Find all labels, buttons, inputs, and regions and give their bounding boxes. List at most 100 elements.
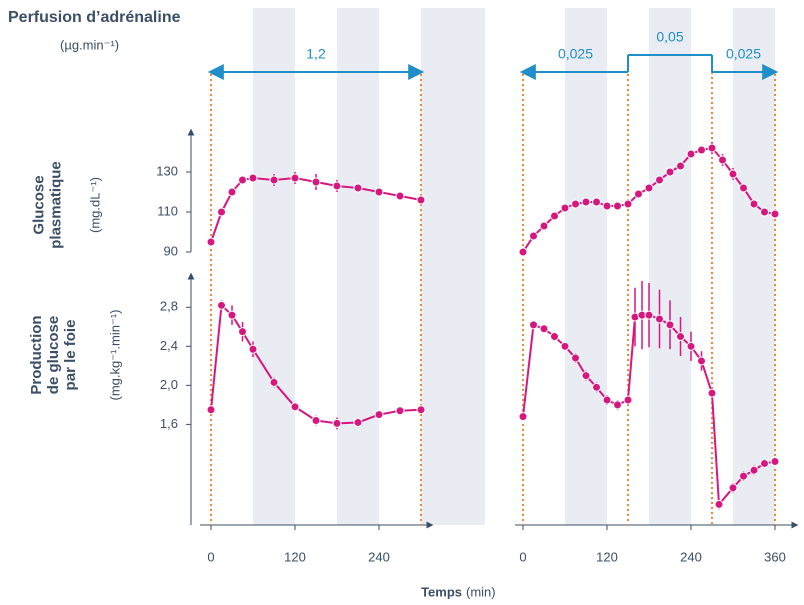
data-point (374, 410, 384, 420)
data-point (311, 177, 321, 187)
data-point (518, 412, 528, 422)
data-point (707, 388, 717, 398)
data-point (571, 199, 580, 209)
data-point (728, 169, 738, 179)
data-point (602, 201, 612, 211)
data-point (206, 405, 216, 415)
data-point (206, 237, 216, 247)
infusion-label: 1,2 (306, 46, 326, 62)
data-point (238, 175, 247, 185)
y-axis-label: plasmatique (47, 161, 64, 249)
data-point (697, 356, 706, 366)
x-tick-label: 240 (680, 549, 702, 564)
data-point (227, 310, 237, 320)
x-tick-label: 0 (519, 549, 526, 564)
data-point (353, 183, 363, 193)
data-point (539, 221, 549, 231)
data-point (665, 320, 675, 330)
data-point (592, 382, 601, 392)
y-tick-label: 2,8 (160, 299, 178, 314)
data-point (592, 197, 601, 207)
data-point (739, 471, 748, 481)
x-label: Temps (421, 584, 462, 599)
y-axis-unit: (mg.dL⁻¹) (87, 177, 102, 233)
x-tick-label: 120 (284, 549, 306, 564)
data-point (311, 415, 321, 425)
data-point (749, 465, 759, 475)
data-point (770, 209, 780, 219)
y-axis-label: Production (28, 315, 45, 394)
data-point (269, 175, 279, 185)
data-point (634, 189, 643, 199)
data-point (332, 181, 342, 191)
data-point (665, 167, 675, 177)
time-bands (253, 8, 775, 525)
data-point (374, 187, 384, 197)
x-tick-label: 120 (596, 549, 618, 564)
data-point (238, 327, 247, 337)
data-point (613, 201, 622, 211)
data-point (353, 417, 363, 427)
x-tick-label: 240 (368, 549, 390, 564)
y-axis-unit: (mg.kg⁻¹.min⁻¹) (107, 310, 122, 401)
data-point (644, 310, 654, 320)
y-axis-label: par le foie (62, 320, 79, 391)
data-point (217, 207, 226, 217)
y-tick-label: 2,4 (160, 338, 178, 353)
data-point (529, 231, 538, 241)
data-point (718, 155, 727, 165)
y-axis-label: Glucose (30, 175, 47, 234)
y-tick-label: 110 (157, 203, 178, 218)
data-point (623, 199, 633, 209)
data-point (714, 499, 724, 509)
data-point (686, 149, 696, 159)
infusion-label: 0,025 (726, 46, 761, 62)
infusion-label: 0,025 (558, 46, 593, 62)
data-point (749, 199, 759, 209)
data-point (676, 332, 685, 342)
data-point (227, 187, 237, 197)
data-point (707, 143, 717, 153)
data-point (581, 371, 591, 381)
data-point (416, 405, 426, 415)
data-point (644, 183, 654, 193)
infusion-label: 0,05 (656, 29, 683, 45)
data-point (550, 332, 559, 342)
y-tick-label: 1,6 (160, 416, 178, 431)
data-point (760, 458, 769, 468)
y-tick-label: 130 (156, 163, 178, 178)
data-point (518, 247, 528, 257)
data-point (290, 402, 300, 412)
data-point (686, 341, 696, 351)
data-point (623, 395, 633, 405)
data-point (248, 344, 258, 354)
data-point (529, 320, 538, 330)
data-point (560, 203, 570, 213)
title: Perfusion d’adrénaline (8, 9, 181, 26)
data-point (217, 300, 226, 310)
data-point (728, 483, 738, 493)
y-tick-label: 90 (164, 243, 178, 258)
x-unit: (min) (466, 584, 496, 599)
x-tick-label: 0 (207, 549, 214, 564)
data-point (697, 145, 706, 155)
data-point (416, 195, 426, 205)
data-point (760, 207, 769, 217)
y-tick-label: 2,0 (160, 377, 178, 392)
data-point (248, 173, 258, 183)
data-point (770, 456, 780, 466)
data-point (395, 191, 405, 201)
data-point (655, 314, 664, 324)
data-point (613, 400, 622, 410)
data-point (676, 161, 685, 171)
data-point (290, 173, 300, 183)
y-axis-label: de glucose (45, 316, 62, 394)
data-point (602, 395, 612, 405)
infusion-unit: (µg.min⁻¹) (60, 37, 119, 52)
data-point (581, 197, 591, 207)
data-point (395, 406, 405, 416)
data-point (539, 324, 549, 334)
data-point (269, 377, 279, 387)
data-point (655, 175, 664, 185)
